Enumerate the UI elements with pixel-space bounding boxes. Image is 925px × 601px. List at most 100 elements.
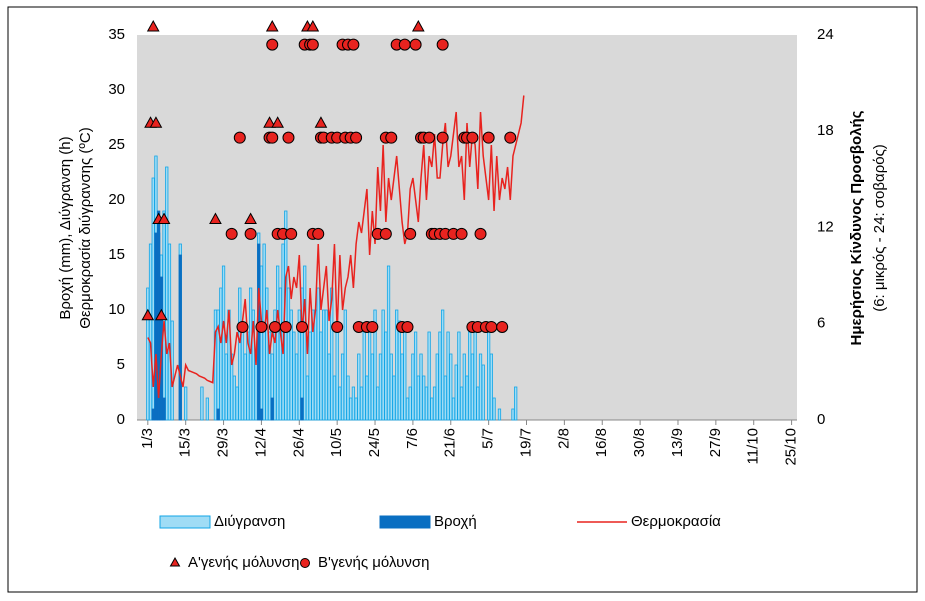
bar xyxy=(300,397,304,421)
bar xyxy=(392,375,396,421)
triangle-marker xyxy=(411,19,425,32)
bar xyxy=(327,353,331,421)
triangle-marker xyxy=(157,212,171,224)
y2-tick-label: 24 xyxy=(817,26,834,43)
bar xyxy=(154,232,158,421)
bar xyxy=(438,331,442,421)
bar xyxy=(462,353,466,421)
bar xyxy=(422,375,426,421)
circle-marker xyxy=(255,320,268,333)
bar xyxy=(165,166,169,421)
bar xyxy=(276,265,280,421)
bar xyxy=(370,353,374,421)
bar xyxy=(270,397,274,421)
circle-marker xyxy=(266,38,279,51)
circle-marker xyxy=(466,131,479,144)
bar xyxy=(441,309,445,421)
bar xyxy=(349,397,353,421)
bar xyxy=(322,309,326,421)
bar xyxy=(373,309,377,421)
bar xyxy=(473,331,477,421)
bar xyxy=(324,309,328,421)
legend-label: Διύγρανση xyxy=(214,513,285,530)
bar xyxy=(359,386,364,421)
bar xyxy=(378,353,383,421)
bar xyxy=(481,364,485,421)
bar xyxy=(419,353,423,421)
legend-swatch xyxy=(379,515,431,529)
bar xyxy=(446,331,450,421)
bar xyxy=(319,331,323,421)
y-axis-title: Βροχή (mm), Διύγρανση (h) xyxy=(57,136,74,319)
triangle-marker xyxy=(209,212,222,224)
bar xyxy=(405,397,410,421)
bar xyxy=(427,331,431,421)
x-tick-label: 26/4 xyxy=(290,428,307,457)
circle-marker xyxy=(350,131,363,144)
x-tick-label: 24/5 xyxy=(366,428,383,457)
bar xyxy=(205,397,209,421)
circle-marker xyxy=(504,131,517,144)
bar xyxy=(243,353,247,421)
x-tick-label: 11/10 xyxy=(745,428,762,464)
x-tick-label: 27/9 xyxy=(707,428,724,457)
y2-axis-title: (6: μικρός - 24: σοβαρός) xyxy=(871,144,888,312)
bar xyxy=(511,408,515,421)
x-tick-label: 19/7 xyxy=(517,428,534,457)
bar xyxy=(381,309,385,421)
y2-tick-label: 18 xyxy=(817,122,834,139)
circle-marker xyxy=(233,131,246,144)
bar xyxy=(432,386,437,421)
bar xyxy=(400,353,404,421)
bar xyxy=(167,243,172,421)
bar xyxy=(184,386,188,421)
bar xyxy=(424,386,429,421)
x-tick-label: 29/3 xyxy=(215,428,232,457)
bar xyxy=(308,331,312,421)
bar xyxy=(449,353,453,421)
bar xyxy=(151,408,155,421)
bar xyxy=(351,386,356,421)
circle-marker xyxy=(401,320,414,333)
legend-label: Α'γενής μόλυνση xyxy=(188,554,299,571)
bar xyxy=(335,331,339,421)
bar xyxy=(313,309,318,421)
bar xyxy=(265,287,269,421)
bar xyxy=(384,331,388,421)
bar xyxy=(365,375,369,421)
y2-tick-label: 6 xyxy=(817,315,825,332)
triangle-marker xyxy=(263,116,276,128)
plot-area xyxy=(137,35,797,420)
bar xyxy=(240,331,245,421)
circle-marker xyxy=(474,227,487,240)
bar xyxy=(465,375,469,421)
y-tick-label: 30 xyxy=(108,81,125,98)
circle-marker xyxy=(436,38,449,51)
y2-tick-label: 0 xyxy=(817,411,825,428)
x-tick-label: 30/8 xyxy=(631,428,648,457)
bar xyxy=(278,287,282,421)
circle-marker xyxy=(296,320,308,333)
circle-marker xyxy=(482,131,495,144)
bar xyxy=(468,331,472,421)
bar xyxy=(305,375,310,421)
y-tick-label: 10 xyxy=(108,301,125,318)
circle-marker xyxy=(404,227,417,240)
legend-label: Β'γενής μόλυνση xyxy=(318,554,429,571)
bar xyxy=(178,254,182,421)
triangle-marker xyxy=(271,116,285,128)
triangle-marker xyxy=(141,308,155,321)
bar xyxy=(397,320,401,421)
circle-marker xyxy=(398,38,411,51)
legend-swatch xyxy=(159,515,211,529)
bar xyxy=(376,386,380,421)
y-tick-label: 15 xyxy=(108,246,125,263)
circle-marker xyxy=(331,320,344,333)
bar xyxy=(368,331,372,421)
bar xyxy=(451,397,456,421)
x-tick-label: 13/9 xyxy=(669,428,686,457)
triangle-marker xyxy=(146,19,160,32)
x-tick-label: 21/6 xyxy=(442,428,459,457)
legend-label: Θερμοκρασία xyxy=(631,513,721,530)
